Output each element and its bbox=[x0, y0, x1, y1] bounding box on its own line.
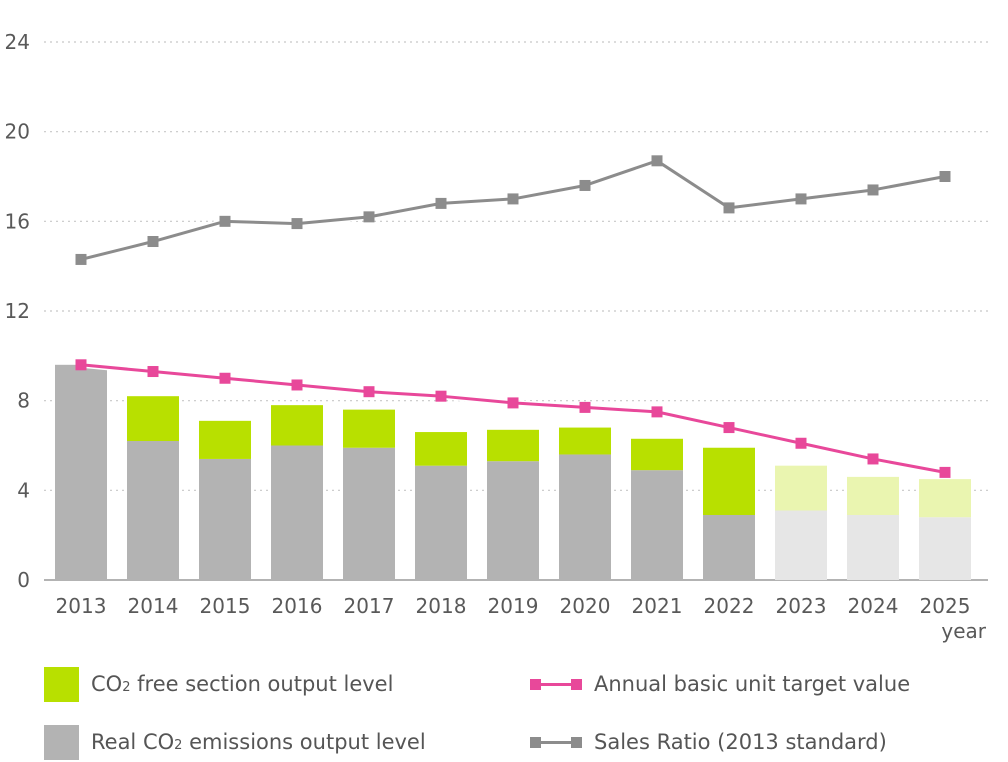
point-sales bbox=[507, 193, 519, 205]
line-halo-sales bbox=[80, 157, 946, 263]
point-target bbox=[507, 397, 519, 409]
bars bbox=[55, 364, 971, 580]
legend-label-co2-free: CO2 free section output level bbox=[91, 672, 394, 696]
point-target bbox=[435, 390, 447, 402]
point-sales bbox=[795, 193, 807, 205]
legend-label-real-co2: Real CO2 emissions output level bbox=[91, 730, 426, 754]
x-tick-label: 2024 bbox=[848, 594, 899, 618]
point-sales bbox=[723, 202, 735, 214]
y-tick-label: 20 bbox=[5, 120, 30, 144]
point-target bbox=[363, 386, 375, 398]
x-tick-label: 2023 bbox=[776, 594, 827, 618]
bar-real-co2 bbox=[199, 458, 251, 580]
legend-swatch-real-co2 bbox=[44, 724, 79, 760]
bar-real-co2 bbox=[415, 465, 467, 580]
y-tick-label: 24 bbox=[5, 30, 30, 54]
y-tick-label: 4 bbox=[17, 478, 30, 502]
line-sales bbox=[80, 159, 946, 261]
x-tick-label: 2016 bbox=[272, 594, 323, 618]
point-sales bbox=[219, 215, 231, 227]
point-target bbox=[651, 406, 663, 418]
bar-real-co2 bbox=[703, 514, 755, 580]
point-sales bbox=[867, 184, 879, 196]
y-tick-label: 12 bbox=[5, 299, 30, 323]
x-tick-label: 2022 bbox=[704, 594, 755, 618]
x-axis-label: year bbox=[941, 619, 986, 643]
point-target bbox=[291, 379, 303, 391]
bar-co2-free bbox=[415, 432, 467, 466]
point-target bbox=[723, 422, 735, 434]
y-tick-label: 0 bbox=[17, 568, 30, 592]
legend-swatch-target bbox=[530, 667, 582, 702]
legend-item-co2-free: CO2 free section output level bbox=[44, 664, 393, 704]
y-tick-label: 16 bbox=[5, 209, 30, 233]
point-target bbox=[75, 359, 87, 371]
bar-real-co2 bbox=[847, 514, 899, 580]
bar-co2-free bbox=[559, 427, 611, 455]
lines bbox=[75, 155, 951, 478]
legend: CO2 free section output level Real CO2 e… bbox=[0, 650, 1008, 760]
legend-swatch-co2-free bbox=[44, 666, 79, 702]
point-target bbox=[147, 366, 159, 378]
bar-co2-free bbox=[775, 465, 827, 511]
point-sales bbox=[363, 211, 375, 223]
x-tick-label: 2015 bbox=[200, 594, 251, 618]
point-target bbox=[795, 437, 807, 449]
bar-co2-free bbox=[631, 438, 683, 471]
bar-co2-free bbox=[127, 396, 179, 442]
point-target bbox=[939, 466, 951, 478]
legend-item-real-co2: Real CO2 emissions output level bbox=[44, 722, 426, 762]
point-target bbox=[867, 453, 879, 465]
bar-co2-free bbox=[703, 447, 755, 515]
bar-real-co2 bbox=[919, 517, 971, 580]
point-sales bbox=[651, 155, 663, 167]
bar-real-co2 bbox=[775, 510, 827, 580]
bar-real-co2 bbox=[271, 445, 323, 580]
x-tick-label: 2019 bbox=[488, 594, 539, 618]
bar-real-co2 bbox=[559, 454, 611, 580]
x-tick-label: 2018 bbox=[416, 594, 467, 618]
point-sales bbox=[579, 179, 591, 191]
x-axis: 2013 2014 2015 2016 2017 2018 2019 2020 2021 2022… bbox=[56, 594, 987, 643]
bar-real-co2 bbox=[55, 364, 107, 580]
bar-co2-free bbox=[919, 479, 971, 518]
bar-co2-free bbox=[199, 420, 251, 459]
point-sales bbox=[147, 236, 159, 248]
legend-label-target: Annual basic unit target value bbox=[594, 672, 911, 696]
point-sales bbox=[939, 171, 951, 182]
bar-co2-free bbox=[487, 429, 539, 462]
x-tick-label: 2020 bbox=[560, 594, 611, 618]
x-tick-label: 2021 bbox=[632, 594, 683, 618]
x-tick-label: 2017 bbox=[344, 594, 395, 618]
legend-item-sales: Sales Ratio (2013 standard) bbox=[530, 722, 887, 762]
bar-real-co2 bbox=[127, 441, 179, 580]
x-tick-label: 2014 bbox=[128, 594, 179, 618]
legend-label-sales: Sales Ratio (2013 standard) bbox=[594, 730, 887, 754]
bar-real-co2 bbox=[487, 461, 539, 580]
legend-item-target: Annual basic unit target value bbox=[530, 664, 910, 704]
point-sales bbox=[291, 218, 303, 230]
point-target bbox=[579, 401, 591, 413]
bar-real-co2 bbox=[631, 470, 683, 580]
x-tick-label: 2025 bbox=[920, 594, 971, 618]
point-target bbox=[219, 372, 231, 384]
bar-co2-free bbox=[847, 476, 899, 515]
bar-real-co2 bbox=[343, 447, 395, 580]
bar-co2-free bbox=[271, 405, 323, 446]
y-tick-label: 8 bbox=[17, 389, 30, 413]
x-tick-label: 2013 bbox=[56, 594, 107, 618]
point-sales bbox=[435, 197, 447, 209]
legend-swatch-sales bbox=[530, 725, 582, 760]
point-sales bbox=[75, 253, 87, 265]
y-axis: 0 4 8 12 16 20 24 bbox=[5, 30, 30, 592]
bar-co2-free bbox=[343, 409, 395, 448]
